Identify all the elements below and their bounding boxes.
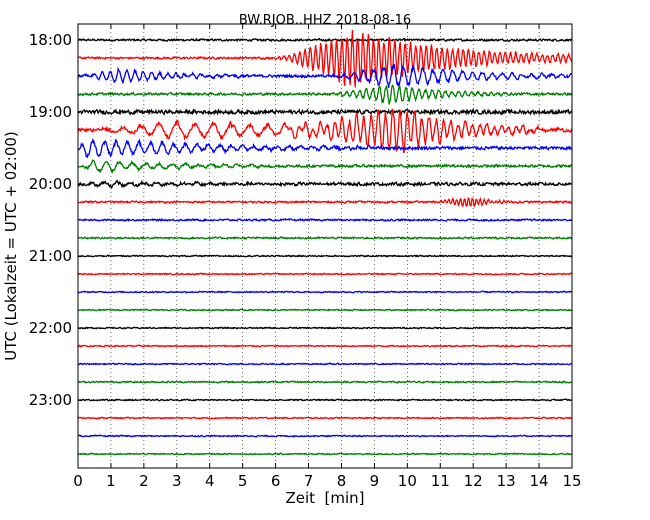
trace-1800 — [78, 37, 572, 43]
y-tick-label: 19:00 — [29, 103, 72, 121]
trace-1915 — [78, 108, 572, 154]
y-tick-label: 23:00 — [29, 391, 72, 409]
x-axis-label: Zeit [min] — [285, 489, 364, 507]
x-tick-label: 11 — [431, 472, 450, 490]
trace-1930 — [78, 137, 572, 158]
trace-2315 — [78, 416, 572, 420]
x-tick-label: 2 — [139, 472, 149, 490]
trace-2215 — [78, 344, 572, 348]
y-tick-label: 20:00 — [29, 175, 72, 193]
trace-1815 — [78, 29, 572, 88]
trace-2100 — [78, 254, 572, 258]
x-tick-label: 3 — [172, 472, 182, 490]
y-tick-label: 21:00 — [29, 247, 72, 265]
x-tick-label: 6 — [271, 472, 281, 490]
trace-2330 — [78, 434, 572, 438]
trace-2115 — [78, 272, 572, 276]
trace-2045 — [78, 235, 572, 241]
trace-2030 — [78, 217, 572, 223]
axis-ticks: 0 1 2 3 4 5 6 7 8 9 10 11 12 13 14 1518:0019:0020:0021:… — [29, 24, 582, 490]
trace-2015 — [78, 196, 572, 208]
trace-1945 — [78, 159, 572, 174]
trace-2230 — [78, 362, 572, 366]
x-tick-label: 4 — [205, 472, 215, 490]
x-tick-label: 7 — [304, 472, 314, 490]
plot-area-frame — [77, 23, 573, 469]
x-tick-label: 0 — [73, 472, 83, 490]
trace-2130 — [78, 290, 572, 294]
x-tick-label: 15 — [562, 472, 581, 490]
trace-2345 — [78, 452, 572, 456]
x-tick-label: 14 — [530, 472, 549, 490]
y-tick-label: 18:00 — [29, 31, 72, 49]
y-axis-label: UTC (Lokalzeit = UTC + 02:00) — [2, 131, 20, 361]
seismogram-traces — [78, 29, 572, 456]
x-tick-label: 5 — [238, 472, 248, 490]
x-tick-label: 10 — [398, 472, 417, 490]
trace-2245 — [78, 380, 572, 384]
x-tick-label: 13 — [497, 472, 516, 490]
grid-lines — [110, 24, 540, 468]
x-tick-label: 12 — [464, 472, 483, 490]
trace-1830 — [78, 63, 572, 88]
trace-2200 — [78, 326, 572, 330]
x-tick-label: 9 — [370, 472, 380, 490]
y-tick-label: 22:00 — [29, 319, 72, 337]
trace-2145 — [78, 308, 572, 312]
chart-title: BW.RJOB..HHZ 2018-08-16 — [239, 13, 411, 28]
trace-2300 — [78, 398, 572, 402]
trace-1845 — [78, 84, 572, 105]
trace-1900 — [78, 108, 572, 116]
x-tick-label: 8 — [337, 472, 347, 490]
trace-2000 — [78, 179, 572, 189]
x-tick-label: 1 — [106, 472, 116, 490]
